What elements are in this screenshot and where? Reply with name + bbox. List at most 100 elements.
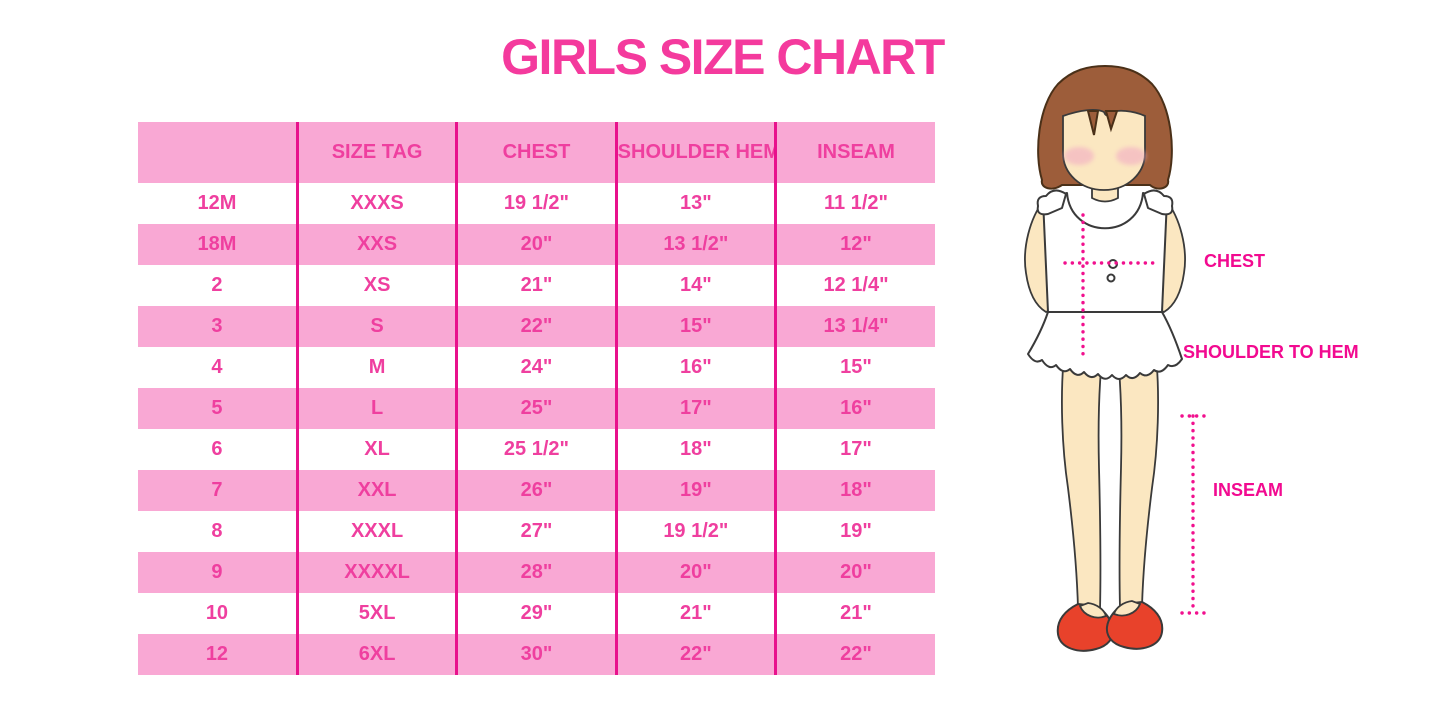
girl-bangs — [1104, 110, 1119, 133]
girl-illustration-svg — [1024, 64, 1206, 652]
table-row: 10 5XL 29" 21" 21" — [138, 593, 935, 634]
table-row: 5 L 25" 17" 16" — [138, 388, 935, 429]
table-cell: 19" — [616, 470, 778, 511]
table-cell: 16" — [616, 347, 778, 388]
table-cell: 19 1/2" — [456, 183, 618, 224]
table-cell: 12 — [138, 634, 299, 675]
table-cell: 9 — [138, 552, 299, 593]
column-header-size-tag: SIZE TAG — [297, 122, 459, 183]
table-cell: 19 1/2" — [616, 511, 778, 552]
table-cell: 26" — [456, 470, 618, 511]
column-header-shoulder-hem: SHOULDER HEM — [616, 122, 778, 183]
table-cell: 20" — [775, 552, 935, 593]
table-row: 9 XXXXL 28" 20" 20" — [138, 552, 935, 593]
table-cell: 3 — [138, 306, 299, 347]
girl-bangs — [1086, 110, 1100, 136]
table-cell: 5XL — [297, 593, 459, 634]
table-cell: M — [297, 347, 459, 388]
table-cell: 10 — [138, 593, 299, 634]
table-cell: 18" — [616, 429, 778, 470]
table-row: 8 XXXL 27" 19 1/2" 19" — [138, 511, 935, 552]
girl-foot-right — [1112, 600, 1142, 617]
table-cell: 15" — [775, 347, 935, 388]
table-cell: 16" — [775, 388, 935, 429]
table-cell: 27" — [456, 511, 618, 552]
table-cell: 13 1/4" — [775, 306, 935, 347]
table-cell: 22" — [616, 634, 778, 675]
table-cell: L — [297, 388, 459, 429]
girl-blush-left — [1064, 147, 1094, 165]
chest-label: CHEST — [1204, 251, 1266, 271]
table-cell: 24" — [456, 347, 618, 388]
table-cell: 11 1/2" — [775, 183, 935, 224]
table-cell: 22" — [456, 306, 618, 347]
table-cell: 6 — [138, 429, 299, 470]
girl-foot-left — [1078, 602, 1108, 619]
column-header-inseam: INSEAM — [775, 122, 935, 183]
table-cell: 4 — [138, 347, 299, 388]
table-cell: 13 1/2" — [616, 224, 778, 265]
table-cell: XXXS — [297, 183, 459, 224]
table-header: SIZE TAG CHEST SHOULDER HEM INSEAM — [138, 122, 935, 183]
table-cell: 12M — [138, 183, 299, 224]
table-cell: 17" — [775, 429, 935, 470]
table-cell: 13" — [616, 183, 778, 224]
table-cell: 20" — [456, 224, 618, 265]
table-cell: 18M — [138, 224, 299, 265]
table-cell: 6XL — [297, 634, 459, 675]
table-header-row: SIZE TAG CHEST SHOULDER HEM INSEAM — [138, 122, 935, 183]
table-row: 18M XXS 20" 13 1/2" 12" — [138, 224, 935, 265]
table-cell: XS — [297, 265, 459, 306]
table-cell: 17" — [616, 388, 778, 429]
girl-illustration — [1000, 58, 1360, 678]
table-cell: 28" — [456, 552, 618, 593]
girl-leg-right — [1117, 353, 1159, 609]
girl-top — [1042, 192, 1168, 313]
table-cell: 15" — [616, 306, 778, 347]
table-cell: 2 — [138, 265, 299, 306]
table-row: 12 6XL 30" 22" 22" — [138, 634, 935, 675]
shoulder-to-hem-label: SHOULDER TO HEM — [1183, 342, 1359, 362]
table-cell: 30" — [456, 634, 618, 675]
table-cell: XXS — [297, 224, 459, 265]
table-row: 2 XS 21" 14" 12 1/4" — [138, 265, 935, 306]
table-cell: 12" — [775, 224, 935, 265]
girl-skirt — [1027, 311, 1183, 380]
table-cell: XXL — [297, 470, 459, 511]
table-row: 3 S 22" 15" 13 1/4" — [138, 306, 935, 347]
size-table-body: 12M XXXS 19 1/2" 13" 11 1/2" 18M XXS 20" 13 1/2"… — [138, 183, 935, 675]
table-cell: 12 1/4" — [775, 265, 935, 306]
girl-blush-right — [1116, 147, 1146, 165]
table-cell: XL — [297, 429, 459, 470]
table-cell: 21" — [775, 593, 935, 634]
table-cell: XXXXL — [297, 552, 459, 593]
girl-shoulder-ruffle-right — [1143, 189, 1174, 216]
size-chart-table: SIZE TAG CHEST SHOULDER HEM INSEAM 12M XX… — [138, 122, 935, 675]
table-cell: 29" — [456, 593, 618, 634]
table-cell: 25 1/2" — [456, 429, 618, 470]
column-header-size — [138, 122, 299, 183]
inseam-label: INSEAM — [1213, 480, 1284, 500]
table-cell: XXXL — [297, 511, 459, 552]
page-title: GIRLS SIZE CHART — [501, 29, 945, 85]
table-cell: 5 — [138, 388, 299, 429]
table-cell: 22" — [775, 634, 935, 675]
table-row: 7 XXL 26" 19" 18" — [138, 470, 935, 511]
table-cell: S — [297, 306, 459, 347]
table-cell: 7 — [138, 470, 299, 511]
table-row: 6 XL 25 1/2" 18" 17" — [138, 429, 935, 470]
column-header-chest: CHEST — [456, 122, 618, 183]
table-cell: 8 — [138, 511, 299, 552]
table-cell: 25" — [456, 388, 618, 429]
table-cell: 19" — [775, 511, 935, 552]
table-cell: 21" — [456, 265, 618, 306]
girl-face — [1062, 109, 1146, 191]
girl-top-button — [1106, 273, 1116, 283]
table-cell: 18" — [775, 470, 935, 511]
table-cell: 14" — [616, 265, 778, 306]
table-row: 12M XXXS 19 1/2" 13" 11 1/2" — [138, 183, 935, 224]
table-cell: 20" — [616, 552, 778, 593]
table-cell: 21" — [616, 593, 778, 634]
girl-shoulder-ruffle-left — [1036, 189, 1067, 216]
